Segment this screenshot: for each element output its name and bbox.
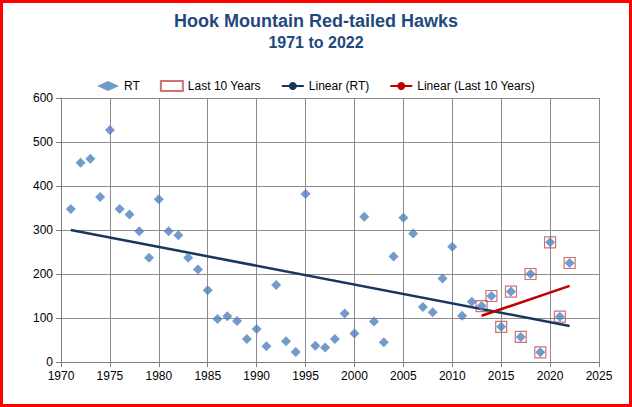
svg-text:600: 600 (33, 91, 53, 105)
svg-text:1970: 1970 (48, 369, 75, 383)
svg-text:Hook Mountain Red-tailed Hawks: Hook Mountain Red-tailed Hawks (174, 11, 458, 31)
svg-text:500: 500 (33, 135, 53, 149)
svg-text:1985: 1985 (194, 369, 221, 383)
svg-text:1971 to 2022: 1971 to 2022 (268, 34, 363, 51)
svg-text:1975: 1975 (97, 369, 124, 383)
svg-text:Linear (Last 10 Years): Linear (Last 10 Years) (417, 79, 534, 93)
svg-text:2000: 2000 (341, 369, 368, 383)
svg-text:1990: 1990 (243, 369, 270, 383)
svg-text:1995: 1995 (292, 369, 319, 383)
svg-text:100: 100 (33, 311, 53, 325)
svg-text:2025: 2025 (586, 369, 613, 383)
svg-text:300: 300 (33, 223, 53, 237)
svg-text:1980: 1980 (145, 369, 172, 383)
svg-text:0: 0 (46, 355, 53, 369)
svg-text:200: 200 (33, 267, 53, 281)
svg-text:Last 10 Years: Last 10 Years (188, 79, 261, 93)
svg-text:RT: RT (124, 79, 140, 93)
svg-text:400: 400 (33, 179, 53, 193)
svg-text:Linear (RT): Linear (RT) (309, 79, 369, 93)
svg-text:2015: 2015 (488, 369, 515, 383)
svg-text:2005: 2005 (390, 369, 417, 383)
svg-text:2010: 2010 (439, 369, 466, 383)
svg-text:2020: 2020 (537, 369, 564, 383)
